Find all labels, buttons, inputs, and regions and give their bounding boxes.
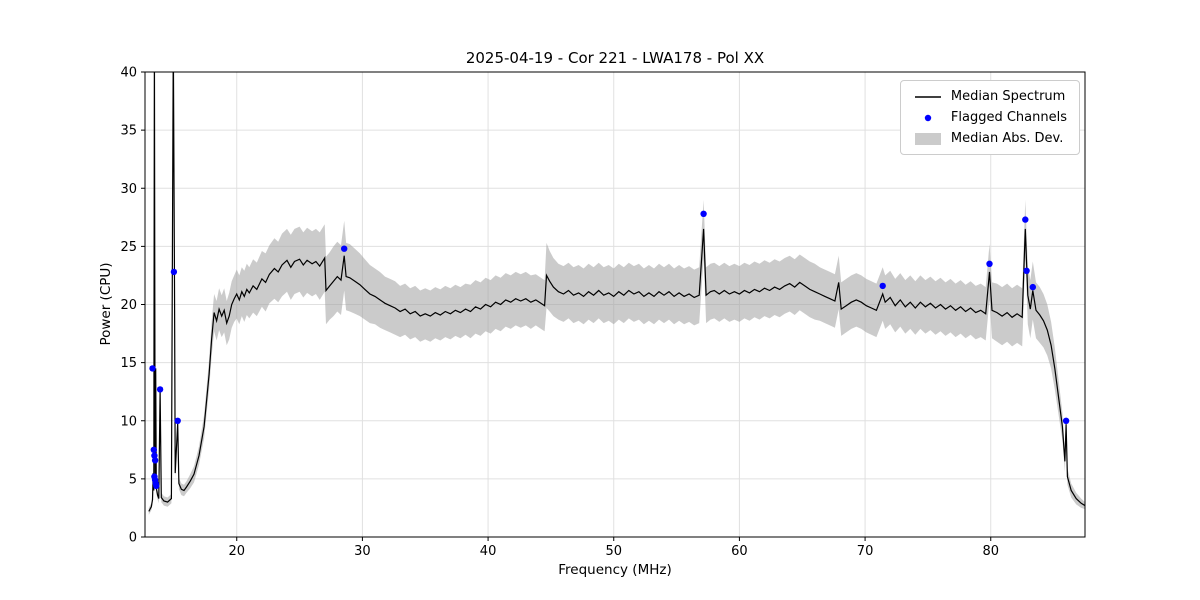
y-tick-label: 40	[120, 66, 137, 81]
flagged-channel-point	[879, 282, 886, 290]
y-tick-label: 25	[120, 240, 137, 255]
legend-label-median-spectrum: Median Spectrum	[950, 89, 1066, 104]
legend-item-flagged-channels: Flagged Channels	[913, 110, 1067, 125]
flagged-channel-point	[1062, 417, 1070, 424]
legend-label-median-abs-dev: Median Abs. Dev.	[950, 131, 1064, 146]
y-axis-label: Power (CPU)	[98, 262, 114, 345]
flagged-channel-point	[156, 386, 164, 393]
median-spectrum-line	[148, 72, 1085, 512]
legend-label-flagged-channels: Flagged Channels	[950, 110, 1067, 125]
flagged-channel-point	[1022, 216, 1029, 223]
legend-item-median-abs-dev: Median Abs. Dev.	[913, 131, 1067, 146]
band-swatch-icon	[914, 132, 941, 145]
flagged-channel-point	[341, 245, 348, 252]
chart-title: 2025-04-19 - Cor 221 - LWA178 - Pol XX	[466, 49, 764, 67]
flagged-channel-point	[150, 446, 157, 453]
flagged-points-layer	[149, 210, 1070, 490]
flagged-channel-point	[1029, 283, 1037, 291]
flagged-channel-point	[149, 365, 156, 372]
flagged-channel-point	[151, 457, 159, 464]
x-tick-label: 80	[982, 544, 999, 559]
data-layer	[148, 72, 1085, 515]
x-tick-label: 70	[857, 544, 874, 559]
flagged-channel-point	[170, 268, 178, 276]
x-tick-label: 30	[354, 544, 371, 559]
x-tick-label: 50	[605, 544, 622, 559]
y-tick-label: 30	[120, 182, 137, 197]
flagged-channel-point	[700, 210, 707, 217]
flagged-channel-point	[986, 260, 993, 267]
flagged-channel-point	[174, 417, 181, 424]
legend-item-median-spectrum: Median Spectrum	[913, 89, 1067, 104]
flagged-channel-point	[153, 482, 160, 490]
x-tick-label: 20	[228, 544, 245, 559]
dot-swatch-icon	[924, 114, 932, 121]
y-tick-label: 15	[120, 356, 137, 371]
x-tick-label: 40	[480, 544, 497, 559]
flagged-channel-point	[151, 452, 158, 459]
flagged-channel-point	[1023, 267, 1030, 274]
y-tick-label: 10	[120, 414, 137, 429]
x-tick-label: 60	[731, 544, 748, 559]
y-tick-label: 35	[120, 124, 137, 139]
ticks: 20 30 40 50 60 70 80 0 5 10 15 20 25 30 35 40	[120, 66, 999, 560]
y-tick-label: 20	[120, 298, 137, 313]
legend: Median Spectrum Flagged Channels Median …	[899, 80, 1080, 155]
y-tick-label: 5	[129, 472, 137, 487]
x-axis-label: Frequency (MHz)	[558, 562, 671, 578]
line-swatch-icon	[914, 95, 941, 98]
y-tick-label: 0	[129, 531, 137, 546]
